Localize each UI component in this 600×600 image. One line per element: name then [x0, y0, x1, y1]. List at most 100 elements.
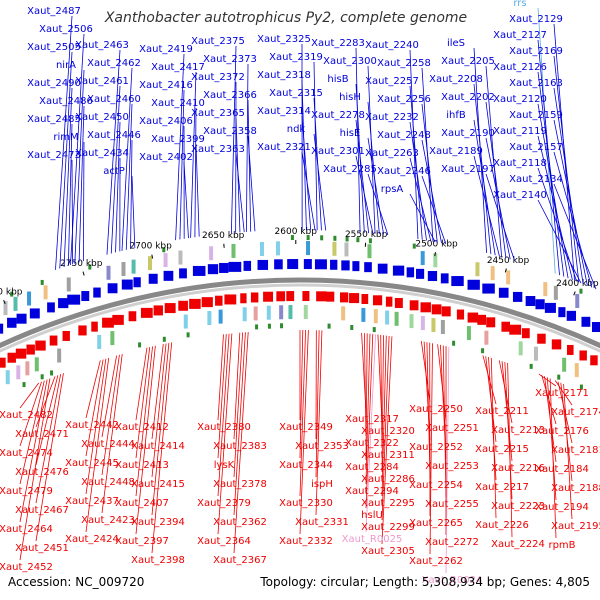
- gene-label-reverse: Xaut_2414: [131, 441, 185, 452]
- reverse-gene: [164, 303, 176, 314]
- gc-mark: [138, 342, 142, 348]
- label-leader: [19, 381, 42, 447]
- gene-label-reverse: Xaut_2424: [65, 534, 119, 545]
- gene-label-reverse: Xaut_2317: [345, 414, 399, 425]
- forward-gene: [364, 262, 372, 273]
- gc-mark: [356, 237, 360, 243]
- gene-label-forward: Xaut_2434: [75, 148, 129, 159]
- label-leader: [409, 49, 419, 240]
- gene-label-reverse: Xaut_2479: [0, 486, 53, 497]
- label-leader: [233, 331, 249, 554]
- gene-label-reverse: Xaut_2272: [425, 537, 479, 548]
- gc-mark: [529, 363, 533, 369]
- reverse-gene: [26, 344, 35, 355]
- gene-label-reverse: Xaut_2467: [15, 505, 69, 516]
- genome-info-text: Topology: circular; Length: 5,308,934 bp…: [259, 575, 590, 589]
- label-leader: [135, 346, 153, 497]
- forward-gene: [544, 302, 556, 313]
- gene-label-reverse: Xaut_2412: [115, 422, 169, 433]
- reverse-gene: [263, 291, 274, 302]
- gene-label-reverse: Xaut_2305: [361, 546, 415, 557]
- label-leader: [426, 342, 431, 479]
- label-leader: [55, 15, 73, 270]
- label-leader: [537, 199, 582, 284]
- gene-label-reverse: Xaut_2330: [279, 498, 333, 509]
- cog-block: [242, 307, 247, 322]
- reverse-gene: [286, 291, 295, 302]
- reverse-gene: [590, 355, 598, 366]
- gene-label-reverse: lysK: [214, 460, 235, 471]
- forward-gene: [482, 283, 495, 294]
- gene-label-forward: Xaut_2301: [311, 146, 365, 157]
- forward-gene: [179, 268, 187, 279]
- gene-label-reverse: Xaut_2423: [81, 515, 135, 526]
- forward-gene: [219, 262, 229, 273]
- reverse-gene: [201, 297, 213, 308]
- reverse-gene: [467, 312, 479, 323]
- cog-block: [306, 241, 311, 256]
- gene-label-forward: hisE: [340, 128, 361, 139]
- gene-labels: Xaut_2487 Xaut_2506 Xaut_2505 nirA Xaut_2490…: [0, 0, 600, 586]
- gene-label-forward: Xaut_2365: [191, 108, 245, 119]
- cog-block: [385, 310, 390, 325]
- cog-block: [66, 277, 71, 292]
- forward-gene: [303, 259, 312, 270]
- ruler-ticks: 2800 kbp 2750 kbp 2700 kbp 2650 kbp 2600 kbp…: [0, 227, 599, 305]
- reverse-gene: [302, 291, 310, 302]
- gene-label-forward: Xaut_2127: [493, 30, 547, 41]
- gc-mark: [10, 291, 14, 297]
- label-leader: [125, 103, 133, 250]
- gene-label-reverse: Xaut_2311: [361, 450, 415, 461]
- gene-label-reverse: Xaut_2223: [491, 501, 545, 512]
- reverse-gene: [276, 291, 286, 302]
- cog-block: [253, 306, 258, 321]
- gene-label-forward: Xaut_2285: [323, 164, 377, 175]
- gene-label-forward: Xaut_2319: [269, 52, 323, 63]
- reverse-gene: [431, 304, 442, 315]
- cog-block: [148, 256, 153, 271]
- label-leader: [130, 139, 133, 249]
- label-leader: [554, 380, 573, 406]
- tick-mark: [151, 254, 154, 259]
- cog-block: [553, 285, 558, 300]
- gene-label-forward: Xaut_2258: [377, 58, 431, 69]
- gene-label-forward: Xaut_2375: [191, 36, 245, 47]
- cog-block: [341, 306, 346, 321]
- gene-label-forward: Xaut_2402: [139, 152, 193, 163]
- reverse-gene: [35, 340, 46, 351]
- gene-label-forward: Xaut_2129: [509, 14, 563, 25]
- gene-label-reverse: Xaut_2188: [551, 483, 600, 494]
- gene-label-forward: Xaut_2119: [493, 126, 547, 137]
- cog-block: [178, 250, 183, 265]
- gc-mark: [50, 370, 54, 376]
- forward-gene: [427, 271, 438, 282]
- gene-label-reverse: Xaut_2367: [213, 555, 267, 566]
- gene-label-forward: rrs: [513, 0, 526, 9]
- cog-block: [562, 357, 567, 372]
- forward-gene: [498, 287, 509, 298]
- gene-label-forward: Xaut_2240: [365, 40, 419, 51]
- gene-label-forward: Xaut_2373: [203, 54, 257, 65]
- cog-block: [106, 265, 111, 280]
- gene-label-reverse: Xaut_2181: [551, 445, 600, 456]
- feature-tracks: [0, 235, 600, 390]
- label-leader: [67, 123, 73, 266]
- label-leader: [315, 330, 323, 516]
- label-leader: [488, 357, 497, 481]
- gc-mark: [186, 332, 190, 338]
- cog-block: [34, 357, 39, 372]
- label-leader: [299, 330, 306, 497]
- gene-label-forward: Xaut_2278: [311, 110, 365, 121]
- gene-label-forward: Xaut_2157: [509, 142, 563, 153]
- cog-block: [27, 291, 32, 306]
- gene-label-forward: Xaut_2134: [509, 174, 563, 185]
- tick-label: 2400 kbp: [556, 279, 599, 289]
- label-leader: [507, 362, 513, 538]
- cog-block: [420, 251, 425, 266]
- backbone-arc: [0, 277, 600, 349]
- tick-label: 2650 kbp: [202, 231, 245, 241]
- reverse-gene: [551, 339, 562, 350]
- gene-label-reverse: Xaut_2262: [409, 556, 463, 567]
- cog-block: [207, 310, 212, 325]
- gene-label-forward: hisB: [327, 74, 348, 85]
